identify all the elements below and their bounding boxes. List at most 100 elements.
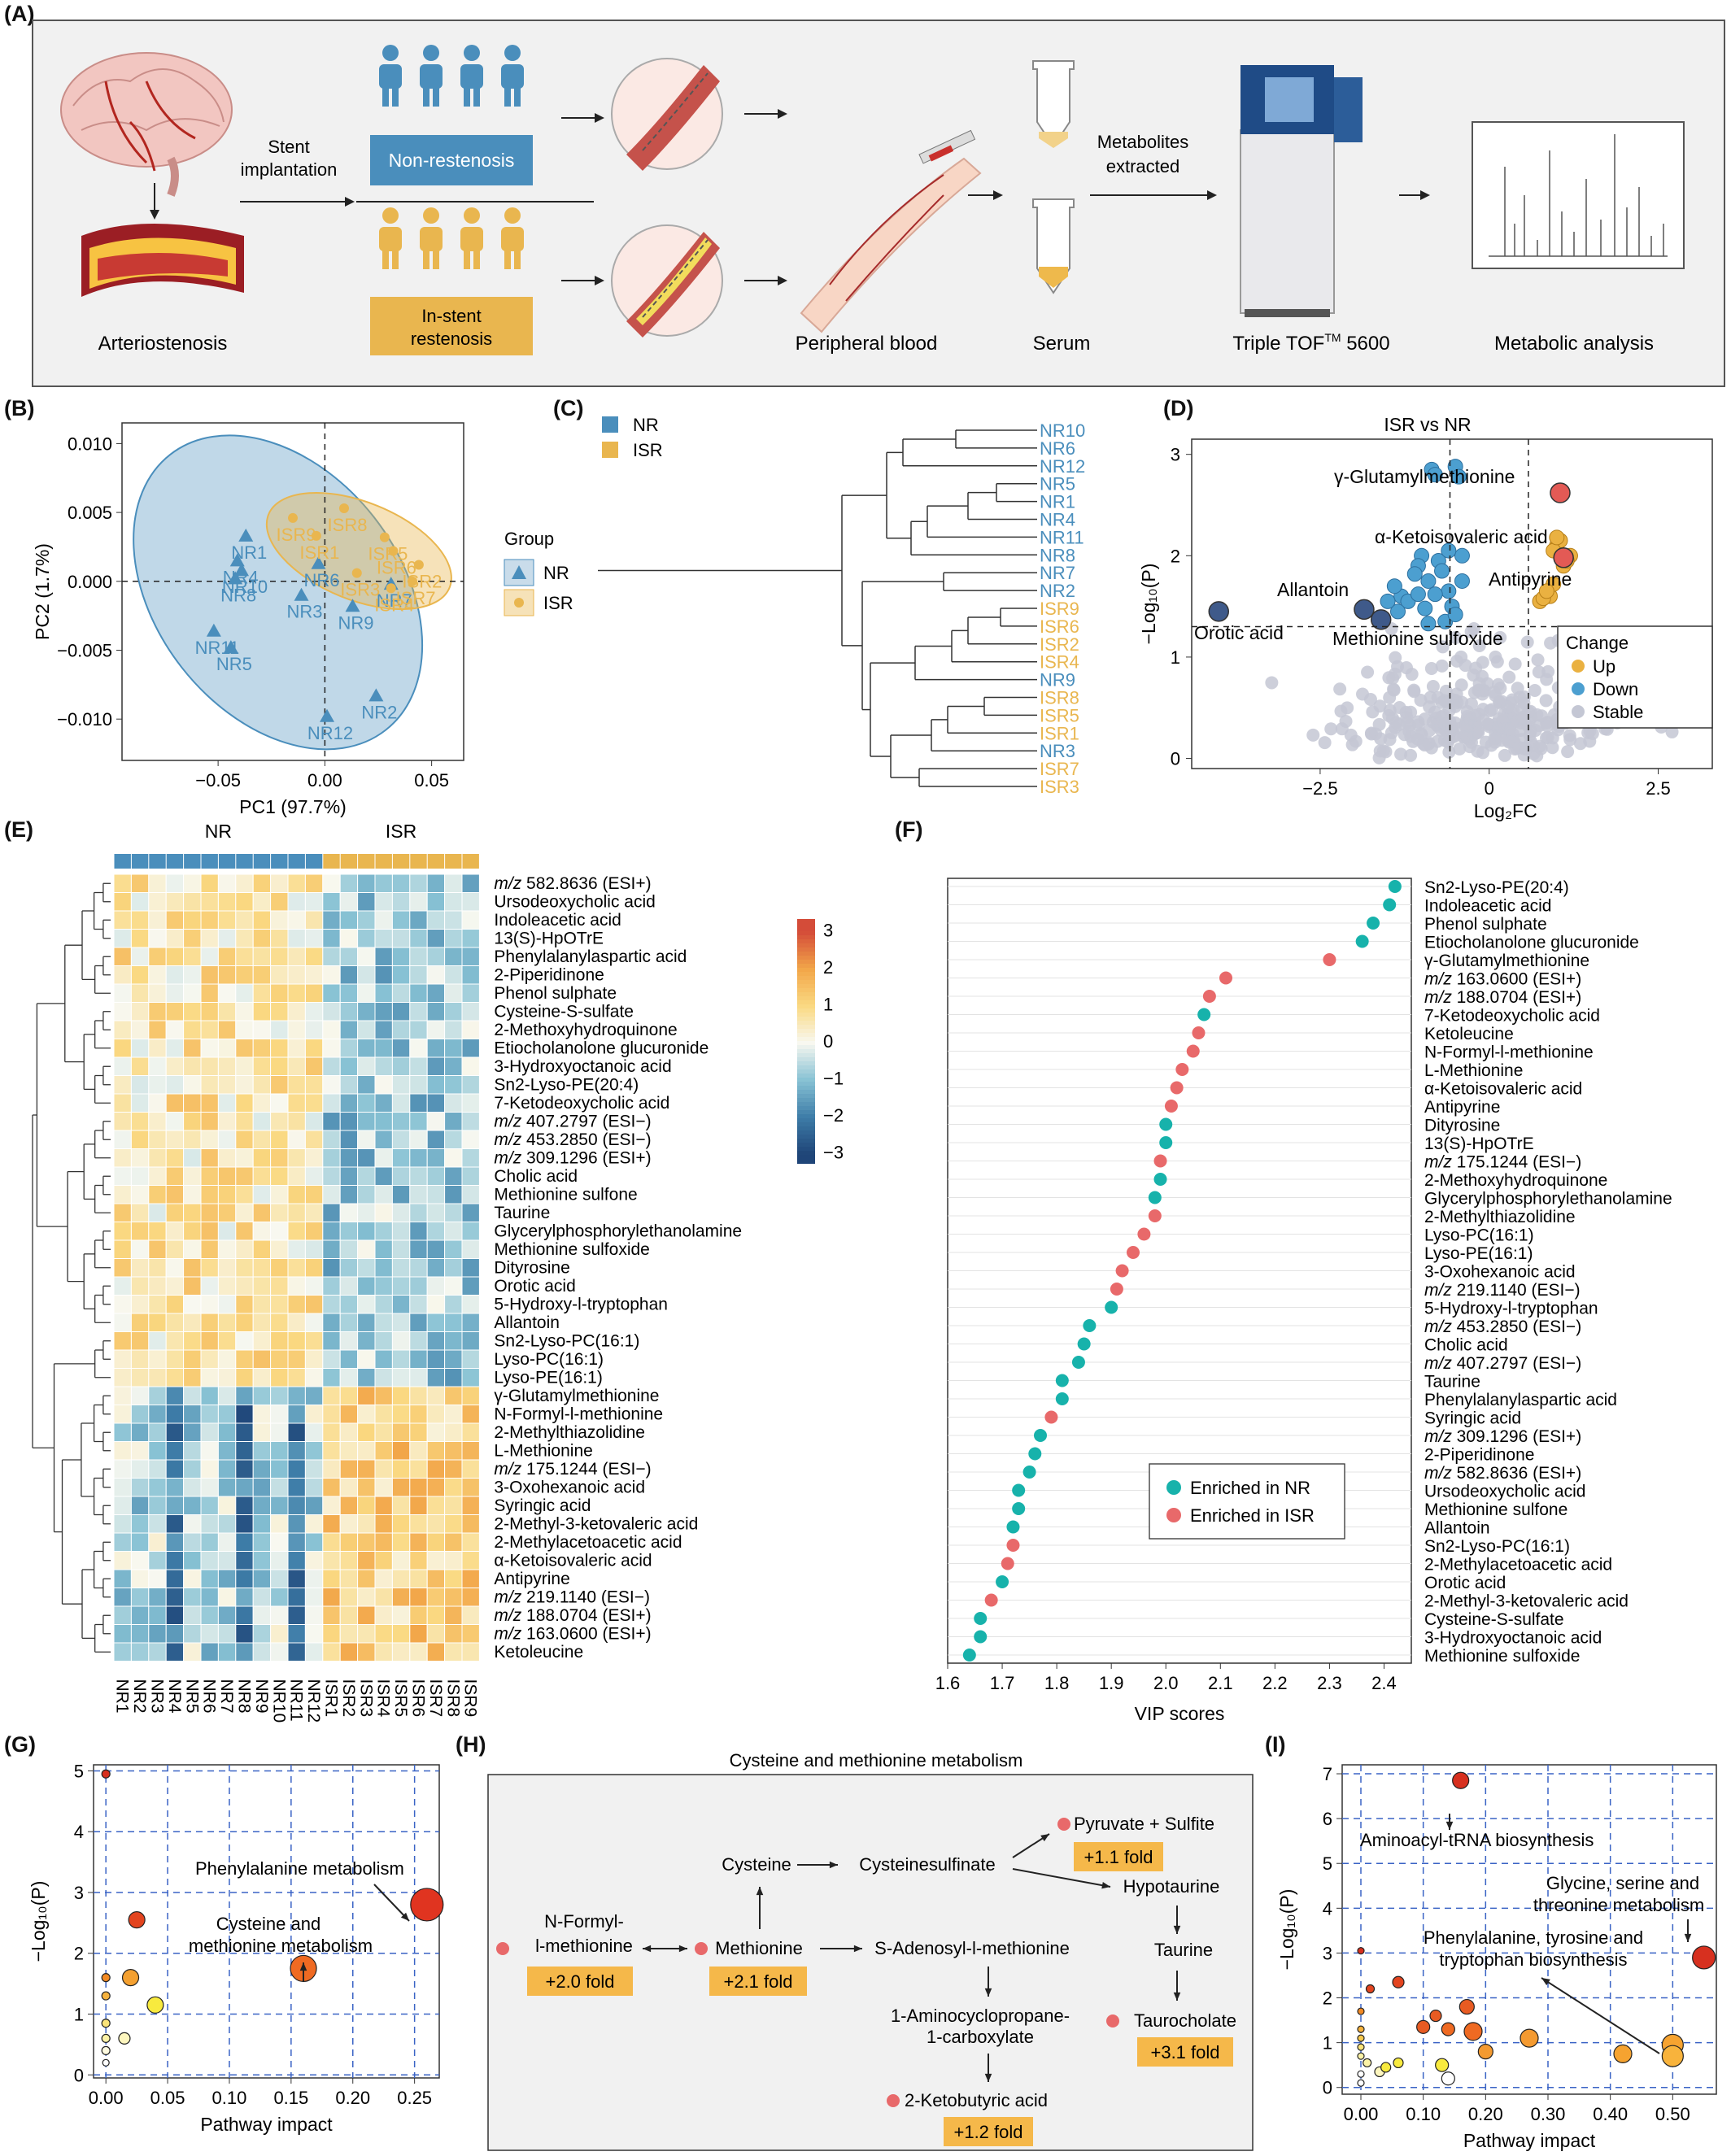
legend-title: Change <box>1566 633 1629 653</box>
row-label: Ursodeoxycholic acid <box>494 893 655 912</box>
isr-point <box>311 530 321 541</box>
x-tick-label: 0 <box>1485 778 1494 799</box>
row-label: Taurine <box>494 1204 550 1222</box>
stable-point <box>1464 625 1478 638</box>
down-point <box>1390 603 1406 620</box>
leaf-label: NR2 <box>1040 581 1075 601</box>
leaf-label: ISR7 <box>1040 759 1079 779</box>
arrow-head <box>1684 1933 1692 1942</box>
row-label: Dityrosine <box>494 1259 569 1278</box>
legend-entry: Up <box>1593 656 1615 677</box>
point-label: ISR4 <box>374 595 414 615</box>
artery-icon <box>81 224 244 297</box>
annotation: γ-Glutamylmethionine <box>1334 466 1515 487</box>
panel-label-i: (I) <box>1265 1732 1286 1757</box>
point-label: ISR8 <box>328 515 368 535</box>
isr-group-icon <box>379 207 524 269</box>
pathway-bubble <box>1463 2022 1483 2041</box>
down-point <box>1380 593 1396 609</box>
x-tick-label: 2.5 <box>1646 778 1671 799</box>
legend-dot <box>1572 660 1585 673</box>
stable-point <box>1485 703 1498 716</box>
point-label: ISR1 <box>299 542 339 563</box>
label-implantation: implantation <box>241 159 338 180</box>
stable-point <box>1541 664 1555 678</box>
nr-point <box>368 688 384 702</box>
point-label: NR6 <box>303 570 339 590</box>
y-axis-label: PC2 (1.7%) <box>32 543 53 640</box>
annotation: Aminoacyl-tRNA biosynthesis <box>1360 1830 1594 1850</box>
down-point <box>1410 586 1426 603</box>
pathway-bubble <box>1692 1945 1716 1970</box>
label-stent: Stent <box>268 137 309 157</box>
stable-point <box>1424 690 1437 704</box>
isr-ellipse <box>265 492 452 611</box>
stable-point <box>1363 692 1377 706</box>
pathway-bubble <box>1357 2079 1365 2087</box>
x-tick-label: 0.10 <box>1406 2104 1441 2124</box>
stable-point <box>1361 665 1375 679</box>
pathway-bubble <box>1357 1947 1365 1955</box>
y-axis-label: −Log₁₀(P) <box>1138 564 1159 645</box>
stable-point <box>1445 720 1459 734</box>
y-tick-label: 0.010 <box>68 433 112 454</box>
stable-point <box>1382 671 1396 685</box>
leaf-label: NR10 <box>1040 420 1085 441</box>
row-label: Cholic acid <box>494 1167 578 1186</box>
annotation: Orotic acid <box>1194 622 1284 643</box>
stable-point <box>1383 690 1397 704</box>
y-tick-label: 0.000 <box>68 572 112 592</box>
pathway-bubble <box>1357 2043 1365 2051</box>
label-extracted: extracted <box>1106 156 1180 176</box>
plot-frame <box>121 422 464 761</box>
highlight-point <box>1553 547 1574 568</box>
row-label: 2-Piperidinone <box>494 966 604 985</box>
leaf-label: NR11 <box>1040 527 1084 547</box>
annotation: tryptophan biosynthesis <box>1439 1949 1627 1970</box>
leaf-label: NR8 <box>1040 545 1075 565</box>
stable-point <box>1442 745 1456 759</box>
spectrum-icon <box>1472 121 1685 269</box>
x-tick-label: 0.00 <box>1344 2104 1379 2124</box>
y-tick-label: 0 <box>1323 2078 1332 2098</box>
nr-point <box>294 587 309 601</box>
isr-box <box>370 297 533 355</box>
point-label: ISR7 <box>396 588 436 608</box>
y-tick-label: 5 <box>1323 1853 1332 1874</box>
leaf-label: ISR9 <box>1040 599 1079 619</box>
stable-point <box>1527 747 1541 760</box>
down-point <box>1427 586 1443 603</box>
panel-label-c: (C) <box>553 396 584 420</box>
stable-point <box>1528 724 1542 738</box>
annotation: Methionine sulfoxide <box>1332 628 1503 649</box>
arm-syringe-icon <box>800 129 982 333</box>
down-point <box>1427 467 1443 483</box>
legend-dot <box>1572 705 1585 718</box>
stable-point <box>1423 700 1437 714</box>
row-label: m/z 582.8636 (ESI+) <box>494 874 651 893</box>
stable-point <box>1324 722 1338 736</box>
annotation: α-Ketoisovaleric acid <box>1375 526 1548 547</box>
legend-entry: Down <box>1593 679 1638 699</box>
stable-point <box>1563 733 1577 747</box>
x-tick-label: 0.50 <box>1655 2104 1690 2124</box>
stable-point <box>1502 735 1516 749</box>
isr-point <box>288 512 298 523</box>
stable-point <box>1528 683 1541 697</box>
stable-point <box>1366 705 1380 719</box>
x-tick-label: 0.05 <box>414 770 449 791</box>
label-arteriostenosis: Arteriostenosis <box>98 333 228 355</box>
annotation: Allantoin <box>1277 579 1349 600</box>
label-metabolites: Metabolites <box>1097 132 1189 152</box>
annotation: threonine metabolism <box>1533 1895 1704 1915</box>
tube-icon <box>1032 60 1075 294</box>
row-label: m/z 453.2850 (ESI−) <box>494 1130 651 1149</box>
pathway-bubble <box>1357 2025 1365 2033</box>
leaf-label: NR6 <box>1040 438 1075 459</box>
down-point <box>1454 547 1470 564</box>
